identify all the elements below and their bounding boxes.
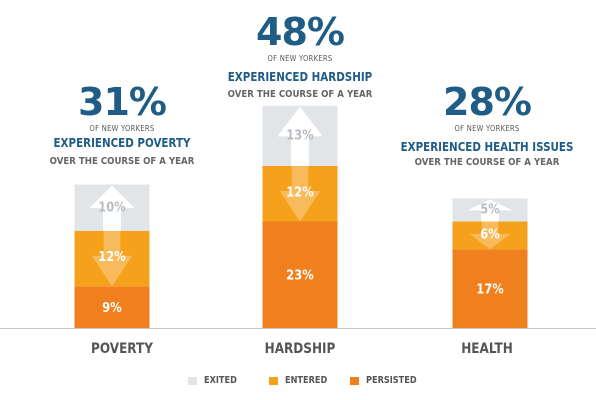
hardship-percent: 48% xyxy=(256,10,345,54)
value-label-exited-poverty: 10% xyxy=(98,200,125,215)
poverty-label: EXPERIENCED POVERTY xyxy=(53,136,191,150)
hardship-subtitle: OF NEW YORKERS xyxy=(267,54,333,63)
exited-arrow-poverty xyxy=(89,185,135,231)
poverty-percent: 31% xyxy=(78,80,167,124)
entered-arrow-poverty xyxy=(91,230,133,287)
hardship-label: EXPERIENCED HARDSHIP xyxy=(227,70,373,84)
legend-swatch-persisted xyxy=(350,377,359,385)
bar-persisted-hardship xyxy=(262,221,338,328)
bar-entered-poverty xyxy=(74,230,150,287)
value-label-entered-health: 6% xyxy=(480,227,499,242)
bar-persisted-health xyxy=(452,249,528,328)
category-label-hardship: HARDSHIP xyxy=(264,341,336,357)
exited-arrow-hardship xyxy=(277,106,323,166)
category-label-poverty: POVERTY xyxy=(91,341,153,357)
value-label-persisted-poverty: 9% xyxy=(102,300,121,315)
entered-arrow-hardship xyxy=(279,165,321,222)
health-subtitle: OF NEW YORKERS xyxy=(454,124,520,133)
hardship-description: OVER THE COURSE OF A YEAR xyxy=(227,89,373,100)
value-label-entered-hardship: 12% xyxy=(286,185,313,200)
entered-arrow-health xyxy=(469,221,511,250)
legend-swatch-exited xyxy=(188,377,197,385)
value-label-persisted-hardship: 23% xyxy=(286,268,313,283)
health-label: EXPERIENCED HEALTH ISSUES xyxy=(400,140,574,154)
health-percent: 28% xyxy=(443,80,532,124)
legend-label-persisted: PERSISTED xyxy=(366,375,417,386)
legend-swatch-entered xyxy=(269,377,278,385)
poverty-subtitle: OF NEW YORKERS xyxy=(89,124,155,133)
legend-label-entered: ENTERED xyxy=(285,375,328,386)
value-label-entered-poverty: 12% xyxy=(98,249,125,264)
health-description: OVER THE COURSE OF A YEAR xyxy=(414,157,560,168)
legend-label-exited: EXITED xyxy=(204,375,237,386)
bar-entered-health xyxy=(452,221,528,250)
bar-persisted-poverty xyxy=(74,286,150,328)
exited-arrow-health xyxy=(467,199,513,222)
poverty-description: OVER THE COURSE OF A YEAR xyxy=(49,156,195,167)
value-label-exited-hardship: 13% xyxy=(286,128,313,143)
value-label-exited-health: 5% xyxy=(480,202,499,217)
bar-entered-hardship xyxy=(262,165,338,222)
value-label-persisted-health: 17% xyxy=(476,282,503,297)
category-label-health: HEALTH xyxy=(461,341,513,357)
